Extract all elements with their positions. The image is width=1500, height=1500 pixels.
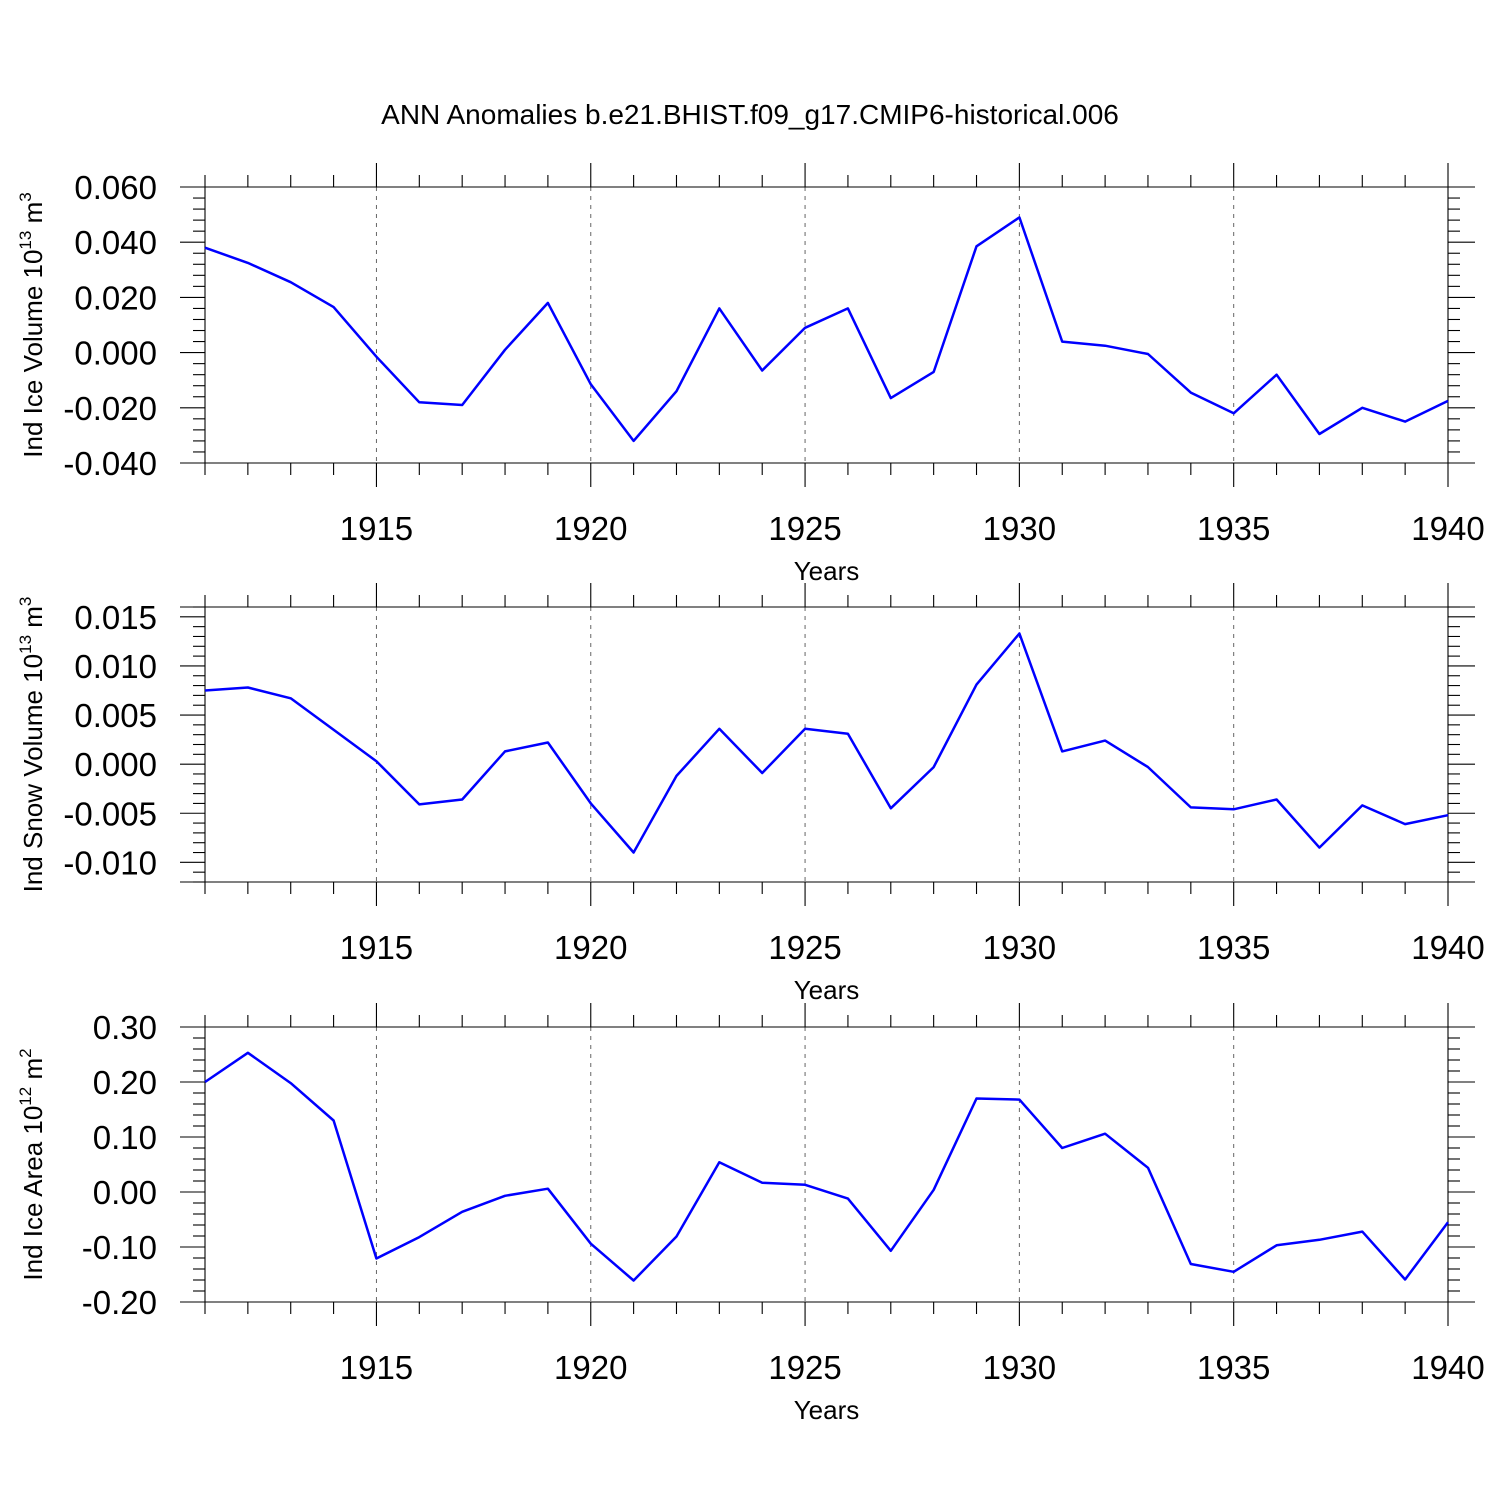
x-tick-label: 1915 — [340, 510, 413, 547]
y-axis-label: Ind Ice Volume 1013 m3 — [16, 192, 48, 457]
y-tick-label: 0.005 — [74, 697, 157, 734]
x-tick-label: 1935 — [1197, 510, 1270, 547]
series-line — [204, 1051, 1449, 1282]
x-tick-label: 1935 — [1197, 1349, 1270, 1386]
series-line — [204, 632, 1449, 854]
x-tick-label: 1920 — [554, 510, 627, 547]
x-tick-label: 1925 — [768, 929, 841, 966]
x-tick-label: 1915 — [340, 929, 413, 966]
x-axis-label: Years — [794, 556, 860, 586]
panel-1: -0.040 -0.020 0.000 0.020 0.040 0.060 1915 1920… — [16, 163, 1485, 586]
x-tick-label: 1930 — [983, 510, 1056, 547]
x-tick-label: 1935 — [1197, 929, 1270, 966]
y-axis-label: Ind Ice Area 1012 m2 — [16, 1048, 48, 1280]
x-tick-label: 1930 — [983, 1349, 1056, 1386]
y-tick-label: -0.20 — [82, 1284, 157, 1321]
x-axis-label: Years — [794, 1395, 860, 1425]
y-tick-label: -0.005 — [63, 795, 157, 832]
y-tick-label: 0.015 — [74, 599, 157, 636]
x-tick-label: 1940 — [1411, 929, 1484, 966]
panels: -0.040 -0.020 0.000 0.020 0.040 0.060 1915 1920… — [16, 163, 1485, 1425]
y-tick-label: 0.10 — [93, 1119, 157, 1156]
y-tick-label: 0.00 — [93, 1174, 157, 1211]
x-tick-label: 1925 — [768, 1349, 841, 1386]
y-tick-label: -0.020 — [63, 390, 157, 427]
x-tick-label: 1920 — [554, 929, 627, 966]
x-tick-label: 1930 — [983, 929, 1056, 966]
x-tick-label: 1940 — [1411, 1349, 1484, 1386]
y-axis-label: Ind Snow Volume 1013 m3 — [16, 597, 48, 893]
panel-2: -0.010 -0.005 0.000 0.005 0.010 0.015 1915 1920… — [16, 583, 1485, 1005]
x-tick-label: 1940 — [1411, 510, 1484, 547]
y-tick-label: 0.30 — [93, 1009, 157, 1046]
figure-title: ANN Anomalies b.e21.BHIST.f09_g17.CMIP6-… — [381, 99, 1119, 130]
y-tick-label: 0.060 — [74, 169, 157, 206]
x-tick-label: 1920 — [554, 1349, 627, 1386]
y-tick-label: 0.000 — [74, 335, 157, 372]
y-tick-label: -0.040 — [63, 445, 157, 482]
x-axis-label: Years — [794, 975, 860, 1005]
y-tick-label: 0.010 — [74, 648, 157, 685]
y-tick-label: 0.20 — [93, 1064, 157, 1101]
x-tick-label: 1925 — [768, 510, 841, 547]
y-tick-label: 0.020 — [74, 279, 157, 316]
y-tick-label: -0.010 — [63, 844, 157, 881]
y-tick-label: 0.040 — [74, 224, 157, 261]
x-tick-label: 1915 — [340, 1349, 413, 1386]
y-tick-label: -0.10 — [82, 1229, 157, 1266]
panel-3: -0.20 -0.10 0.00 0.10 0.20 0.30 1915 1920 1925 19… — [16, 1003, 1485, 1425]
y-tick-label: 0.000 — [74, 746, 157, 783]
series-line — [204, 216, 1449, 443]
